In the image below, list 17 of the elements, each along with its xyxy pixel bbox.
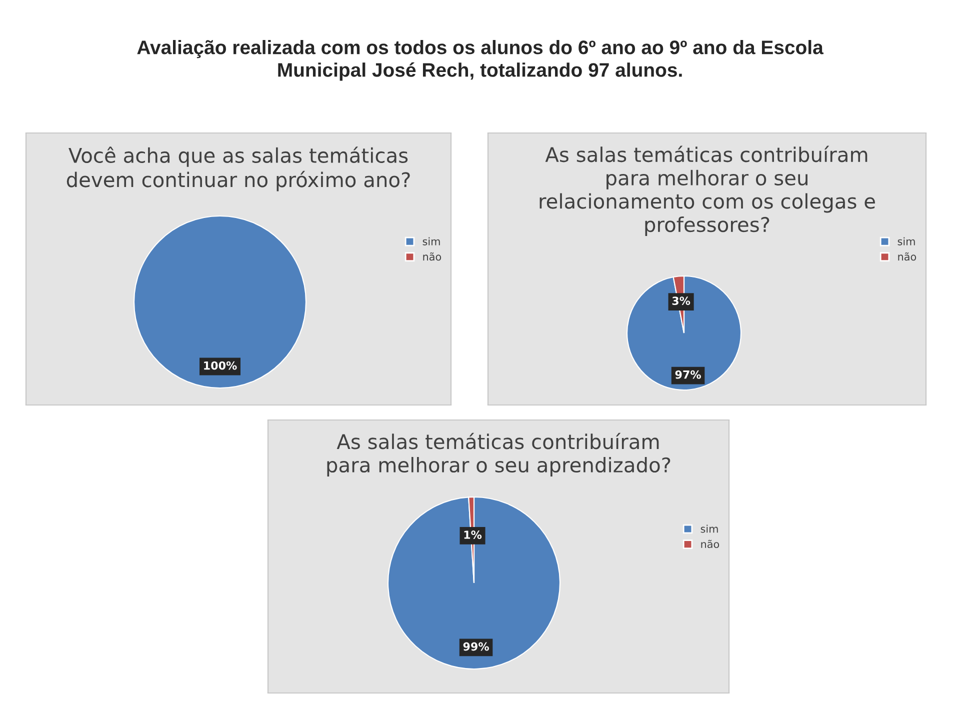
data-label: 1% (464, 530, 482, 539)
chart-title: Você acha que as salas temáticas devem continuar no próximo ano? (66, 146, 410, 192)
legend-label: não (423, 252, 442, 261)
chart-title: As salas temáticas contribuíram para melhorar o seu relacionamento com os colegas e professores? (540, 146, 875, 236)
text: Avaliação realizada com os todos os alunos do 6º ano ao 9º ano da Escola Municipal José Rech, totalizando 97 alunos. (137, 40, 824, 81)
legend-label: não (898, 252, 916, 261)
pie-slice (626, 275, 742, 391)
pie-slice (387, 496, 561, 670)
legend-label: sim (700, 524, 718, 533)
data-label: 99% (463, 642, 489, 651)
data-label: 3% (672, 296, 690, 306)
legend-label: não (701, 540, 720, 548)
legend-label: sim (422, 237, 440, 246)
legend-label: sim (898, 237, 915, 246)
data-label: 97% (675, 370, 701, 379)
chart-title: As salas temáticas contribuíram para melhorar o seu aprendizado? (327, 432, 670, 476)
data-label: 100% (204, 361, 237, 370)
